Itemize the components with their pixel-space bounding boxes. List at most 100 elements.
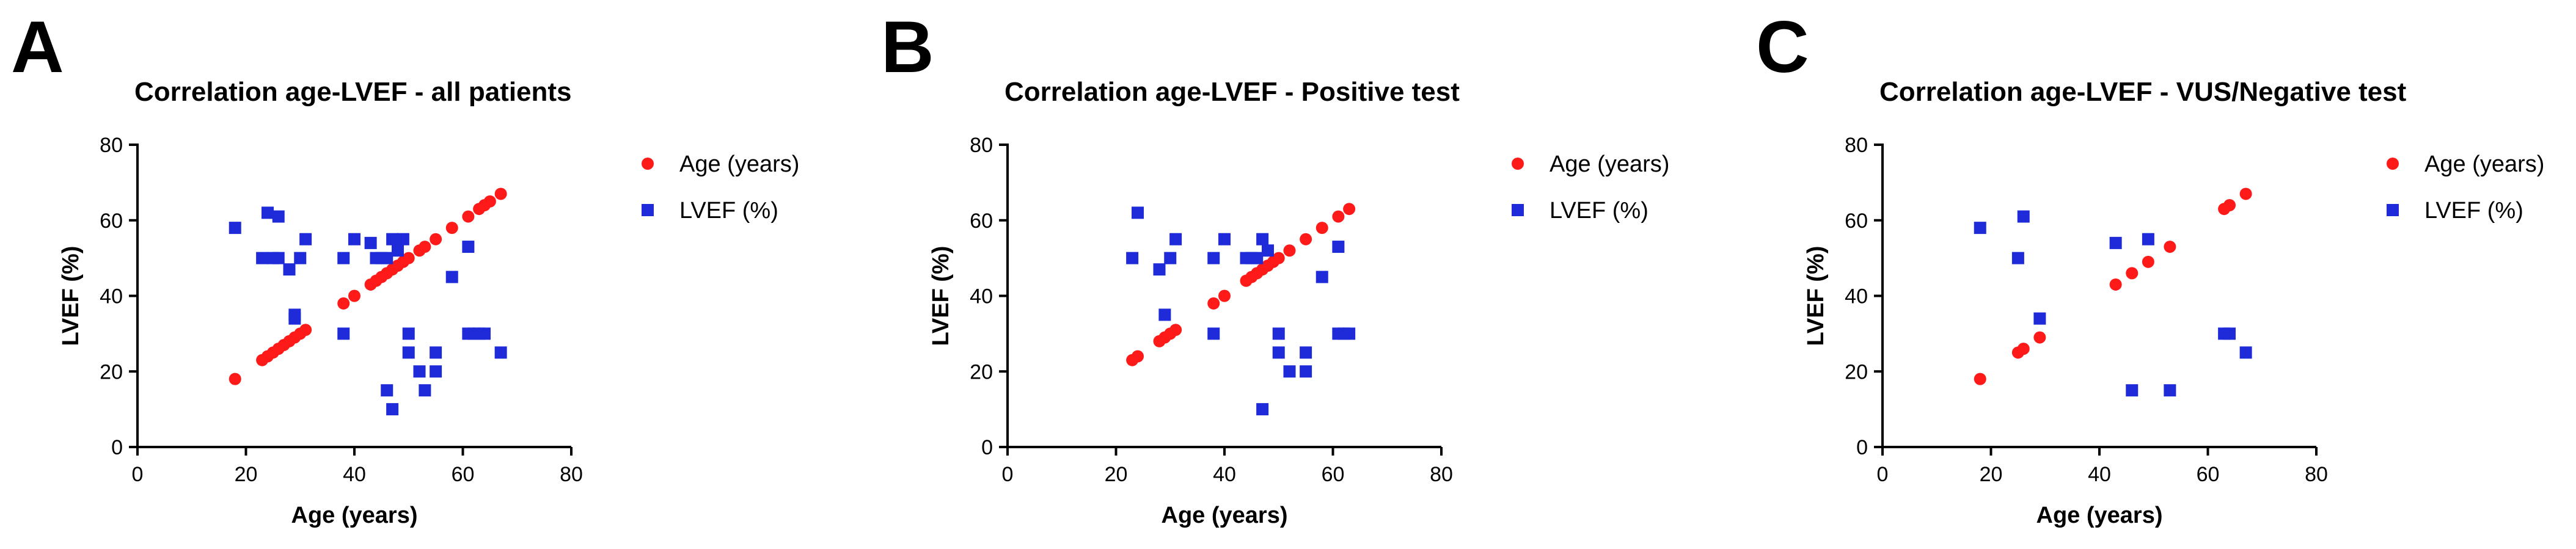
data-point-lvef — [1272, 346, 1285, 359]
data-point-lvef — [2164, 384, 2176, 397]
data-point-lvef — [262, 206, 274, 219]
data-point-age — [2033, 331, 2046, 344]
data-point-lvef — [364, 236, 377, 249]
data-point-lvef — [256, 252, 269, 264]
y-tick-label: 80 — [100, 134, 123, 157]
data-point-lvef — [1262, 244, 1274, 257]
data-point-lvef — [1164, 252, 1177, 264]
x-axis-label: Age (years) — [1162, 503, 1288, 528]
data-point-lvef — [1207, 327, 1220, 340]
data-point-lvef — [2142, 233, 2154, 245]
x-tick-label: 0 — [1002, 463, 1014, 486]
chart-title: Correlation age-LVEF - VUS/Negative test — [1879, 77, 2407, 107]
data-point-lvef — [2126, 384, 2139, 397]
legend-label-age: Age (years) — [679, 151, 799, 177]
x-tick-label: 40 — [2088, 463, 2111, 486]
data-point-age — [462, 210, 475, 223]
data-point-lvef — [430, 346, 442, 359]
y-axis-label: LVEF (%) — [928, 246, 954, 346]
chart-panel-c: C Correlation age-LVEF - VUS/Negative tes… — [1756, 6, 2544, 528]
data-point-lvef — [2109, 236, 2122, 249]
data-point-age — [2017, 343, 2030, 355]
y-tick-label: 20 — [970, 360, 993, 384]
data-point-lvef — [229, 222, 241, 235]
data-point-lvef — [419, 384, 431, 397]
data-point-age — [1218, 289, 1231, 302]
y-tick-label: 40 — [970, 285, 993, 308]
data-point-lvef — [1332, 241, 1345, 253]
y-tick-label: 40 — [100, 285, 123, 308]
data-point-age — [2239, 187, 2252, 200]
data-point-lvef — [1315, 271, 1328, 283]
data-point-age — [445, 222, 458, 235]
data-point-lvef — [413, 365, 426, 378]
legend-label-age: Age (years) — [1550, 151, 1669, 177]
x-tick-label: 40 — [343, 463, 366, 486]
data-point-lvef — [283, 263, 296, 276]
legend-marker-lvef — [2387, 204, 2399, 216]
data-point-age — [1315, 222, 1328, 235]
x-axis-label: Age (years) — [2036, 503, 2163, 528]
x-tick-label: 20 — [1980, 463, 2003, 486]
data-point-age — [1283, 244, 1296, 257]
legend-label-lvef: LVEF (%) — [1550, 198, 1648, 224]
panel-letter: B — [881, 6, 934, 88]
data-point-age — [2223, 199, 2236, 211]
data-point-lvef — [1256, 233, 1269, 245]
data-point-lvef — [1207, 252, 1220, 264]
data-point-age — [229, 373, 241, 385]
data-point-age — [348, 289, 360, 302]
panel-letter: C — [1756, 6, 1809, 88]
legend-marker-age — [1512, 158, 1524, 170]
data-point-age — [483, 195, 496, 208]
data-point-age — [1974, 373, 1986, 385]
y-tick-label: 20 — [100, 360, 123, 384]
x-tick-label: 40 — [1213, 463, 1236, 486]
data-point-lvef — [1974, 222, 1986, 235]
data-point-age — [337, 297, 350, 310]
data-point-lvef — [348, 233, 360, 245]
data-point-lvef — [337, 252, 350, 264]
chart-title: Correlation age-LVEF - Positive test — [1004, 77, 1460, 107]
y-tick-label: 40 — [1845, 285, 1868, 308]
data-point-lvef — [397, 233, 409, 245]
data-point-lvef — [2033, 312, 2046, 325]
data-point-lvef — [2239, 346, 2252, 359]
x-axis-label: Age (years) — [291, 503, 418, 528]
x-tick-label: 0 — [1877, 463, 1889, 486]
x-tick-label: 20 — [1105, 463, 1128, 486]
data-point-lvef — [1158, 308, 1171, 321]
data-point-lvef — [392, 244, 404, 257]
data-point-lvef — [294, 252, 307, 264]
x-tick-label: 0 — [132, 463, 144, 486]
data-point-lvef — [2223, 327, 2236, 340]
data-point-lvef — [386, 233, 399, 245]
data-point-lvef — [381, 384, 393, 397]
data-point-lvef — [1251, 252, 1264, 264]
data-point-lvef — [402, 346, 415, 359]
legend-marker-lvef — [1512, 204, 1524, 216]
data-point-lvef — [494, 346, 507, 359]
y-axis-label: LVEF (%) — [58, 246, 84, 346]
data-point-lvef — [1272, 327, 1285, 340]
chart-panel-a: A Correlation age-LVEF - all patients 0 20 4… — [11, 6, 799, 528]
data-point-age — [299, 324, 312, 336]
data-point-lvef — [2011, 252, 2024, 264]
y-tick-label: 0 — [1856, 436, 1868, 459]
legend-marker-lvef — [642, 204, 654, 216]
y-tick-label: 60 — [1845, 209, 1868, 233]
data-point-age — [1132, 350, 1144, 363]
data-point-age — [1332, 210, 1345, 223]
data-point-lvef — [1343, 327, 1356, 340]
data-point-lvef — [2017, 210, 2030, 223]
y-tick-label: 80 — [970, 134, 993, 157]
legend-marker-age — [642, 158, 654, 170]
y-tick-label: 60 — [970, 209, 993, 233]
y-tick-label: 60 — [100, 209, 123, 233]
data-point-lvef — [1300, 346, 1312, 359]
data-point-age — [1343, 203, 1356, 216]
data-point-lvef — [288, 312, 301, 325]
data-point-lvef — [386, 403, 399, 416]
data-point-lvef — [1283, 365, 1296, 378]
